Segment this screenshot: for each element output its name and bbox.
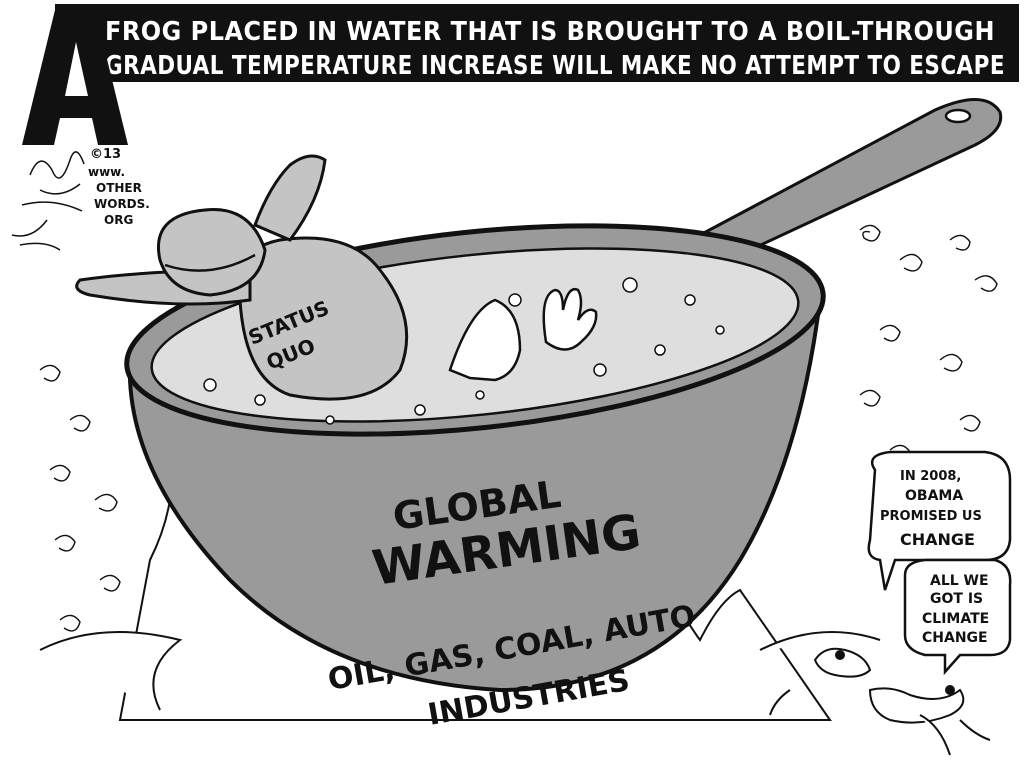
speech-bubble-1: IN 2008, OBAMA PROMISED US CHANGE (867, 450, 1012, 591)
signature-site-4: ORG (104, 213, 133, 227)
signature-year: ©13 (90, 147, 121, 162)
bubble2-line-4: CHANGE (922, 630, 988, 646)
signature-site-3: WORDS. (94, 197, 150, 211)
bubble1-line-4: CHANGE (900, 530, 975, 549)
speech-bubble-2: ALL WE GOT IS CLIMATE CHANGE (903, 558, 1012, 676)
caption-banner: FROG PLACED IN WATER THAT IS BROUGHT TO … (55, 4, 1019, 82)
bubble1-line-3: PROMISED US (880, 509, 982, 524)
pan-handle (696, 98, 1003, 252)
artist-signature: ©13 www. OTHER WORDS. ORG (11, 147, 150, 251)
bubble2-line-1: ALL WE (930, 573, 989, 589)
frog-status-quo: STATUS QUO (75, 154, 598, 401)
steam-swirls (39, 224, 998, 632)
bubble2-line-3: CLIMATE (922, 611, 989, 627)
signature-site-1: www. (88, 165, 125, 179)
signature-site-2: OTHER (96, 181, 142, 195)
bubble1-line-2: OBAMA (905, 488, 963, 504)
bubble2-line-2: GOT IS (930, 591, 983, 607)
publication-logo: A (22, 10, 128, 145)
bubble1-line-1: IN 2008, (900, 469, 961, 484)
small-frogs (769, 647, 991, 756)
caption-line-2: GRADUAL TEMPERATURE INCREASE WILL MAKE N… (105, 51, 1005, 81)
caption-line-1: FROG PLACED IN WATER THAT IS BROUGHT TO … (105, 17, 995, 47)
handle-hole-icon (944, 108, 972, 124)
